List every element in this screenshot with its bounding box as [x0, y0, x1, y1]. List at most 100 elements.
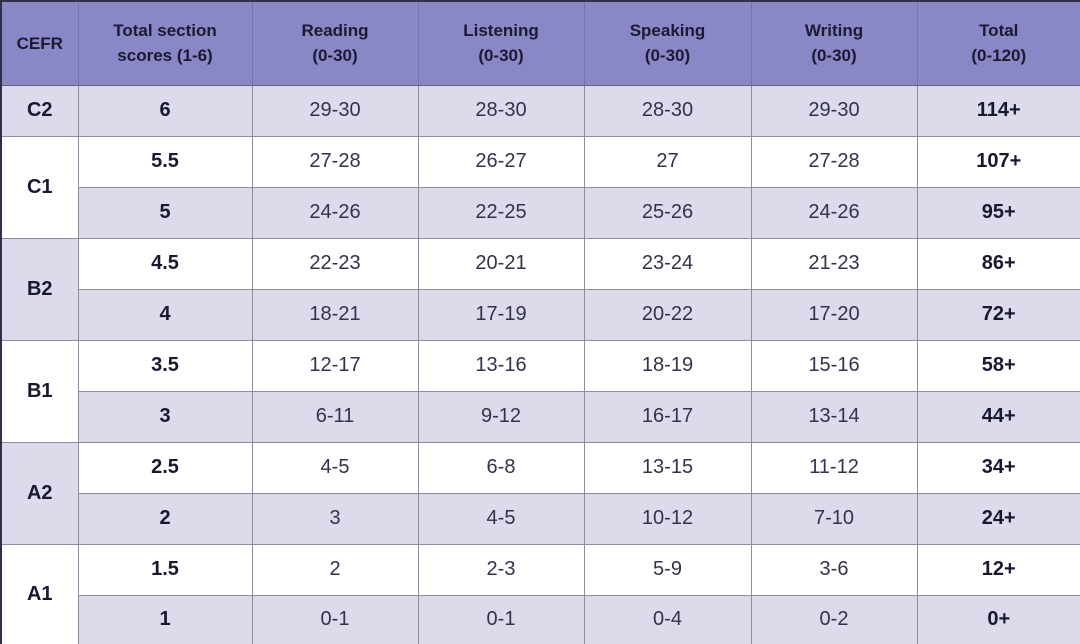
- listening-cell: 26-27: [417, 135, 585, 188]
- listening-cell: 4-5: [417, 492, 585, 545]
- table-row-a2-2_5: A2 2.5 4-5 6-8 13-15 11-12 34+: [0, 441, 1080, 545]
- reading-cell: 12-17: [251, 339, 419, 392]
- listening-cell: 2-3: [417, 543, 585, 596]
- reading-cell: 4-5: [251, 441, 419, 494]
- col-title-speaking: Speaking: [629, 20, 706, 40]
- total-cell: 72+: [916, 288, 1080, 341]
- col-header-reading: Reading (0-30): [251, 0, 419, 86]
- score-cell: 4.5: [77, 237, 253, 290]
- total-cell: 12+: [916, 543, 1080, 596]
- score-cell: 5: [77, 186, 253, 239]
- col-header-listening: Listening (0-30): [417, 0, 585, 86]
- listening-cell: 22-25: [417, 186, 585, 239]
- table-row-a2-2: 2 3 4-5 10-12 7-10 24+: [1, 492, 1080, 545]
- cefr-cell-a2: A2: [0, 441, 79, 545]
- cefr-cell-c2: C2: [0, 84, 79, 137]
- speaking-cell: 0-4: [583, 594, 752, 644]
- reading-cell: 6-11: [251, 390, 419, 443]
- total-cell: 86+: [916, 237, 1080, 290]
- col-title-cefr: CEFR: [16, 33, 63, 53]
- writing-cell: 13-14: [750, 390, 918, 443]
- score-cell: 3.5: [77, 339, 253, 392]
- total-cell: 95+: [916, 186, 1080, 239]
- total-cell: 58+: [916, 339, 1080, 392]
- col-range-reading: (0-30): [312, 46, 358, 66]
- listening-cell: 0-1: [417, 594, 585, 644]
- reading-cell: 3: [251, 492, 419, 545]
- col-title-section-scores: Total section: [113, 20, 217, 40]
- speaking-cell: 28-30: [583, 84, 752, 137]
- score-cell: 2: [77, 492, 253, 545]
- table-row-c1-5_5: C1 5.5 27-28 26-27 27 27-28 107+: [0, 135, 1080, 239]
- listening-cell: 9-12: [417, 390, 585, 443]
- table-row-c2-6: C2 6 29-30 28-30 28-30 29-30 114+: [0, 84, 1080, 137]
- cefr-cell-b2: B2: [0, 237, 79, 341]
- speaking-cell: 27: [583, 135, 752, 188]
- reading-cell: 24-26: [251, 186, 419, 239]
- writing-cell: 3-6: [750, 543, 918, 596]
- listening-cell: 6-8: [417, 441, 585, 494]
- col-header-total: Total (0-120): [916, 0, 1080, 86]
- writing-cell: 21-23: [750, 237, 918, 290]
- col-range-speaking: (0-30): [644, 46, 691, 66]
- score-cell: 1.5: [77, 543, 253, 596]
- reading-cell: 29-30: [251, 84, 419, 137]
- speaking-cell: 13-15: [583, 441, 752, 494]
- col-header-speaking: Speaking (0-30): [583, 0, 752, 86]
- table-row-a1-1: 1 0-1 0-1 0-4 0-2 0+: [1, 594, 1080, 644]
- total-cell: 24+: [916, 492, 1080, 545]
- score-cell: 3: [77, 390, 253, 443]
- score-cell: 1: [77, 594, 253, 644]
- speaking-cell: 5-9: [583, 543, 752, 596]
- writing-cell: 0-2: [750, 594, 918, 644]
- total-cell: 44+: [916, 390, 1080, 443]
- table-row-b1-3: 3 6-11 9-12 16-17 13-14 44+: [1, 390, 1080, 443]
- col-header-section-scores: Total section scores (1-6): [77, 0, 253, 86]
- writing-cell: 29-30: [750, 84, 918, 137]
- listening-cell: 13-16: [417, 339, 585, 392]
- col-title-writing: Writing: [804, 20, 864, 40]
- score-cell: 5.5: [77, 135, 253, 188]
- col-range-listening: (0-30): [478, 46, 524, 66]
- listening-cell: 20-21: [417, 237, 585, 290]
- col-title-total: Total: [979, 20, 1019, 40]
- table-row-b1-3_5: B1 3.5 12-17 13-16 18-19 15-16 58+: [0, 339, 1080, 443]
- cefr-cell-c1: C1: [0, 135, 79, 239]
- speaking-cell: 23-24: [583, 237, 752, 290]
- reading-cell: 27-28: [251, 135, 419, 188]
- speaking-cell: 10-12: [583, 492, 752, 545]
- reading-cell: 2: [251, 543, 419, 596]
- writing-cell: 27-28: [750, 135, 918, 188]
- total-cell: 34+: [916, 441, 1080, 494]
- total-cell: 114+: [916, 84, 1080, 137]
- writing-cell: 17-20: [750, 288, 918, 341]
- listening-cell: 17-19: [417, 288, 585, 341]
- writing-cell: 11-12: [750, 441, 918, 494]
- total-cell: 0+: [916, 594, 1080, 644]
- writing-cell: 24-26: [750, 186, 918, 239]
- table-row-c1-5: 5 24-26 22-25 25-26 24-26 95+: [1, 186, 1080, 239]
- total-cell: 107+: [916, 135, 1080, 188]
- reading-cell: 0-1: [251, 594, 419, 644]
- score-cell: 2.5: [77, 441, 253, 494]
- table-row-b2-4_5: B2 4.5 22-23 20-21 23-24 21-23 86+: [0, 237, 1080, 341]
- score-cell: 6: [77, 84, 253, 137]
- score-cell: 4: [77, 288, 253, 341]
- table-row-a1-1_5: A1 1.5 2 2-3 5-9 3-6 12+: [0, 543, 1080, 644]
- col-header-writing: Writing (0-30): [750, 0, 918, 86]
- writing-cell: 7-10: [750, 492, 918, 545]
- writing-cell: 15-16: [750, 339, 918, 392]
- col-range-section-scores: scores (1-6): [117, 46, 213, 66]
- col-title-reading: Reading: [301, 20, 369, 40]
- cefr-cell-b1: B1: [0, 339, 79, 443]
- col-range-writing: (0-30): [811, 46, 857, 66]
- header-row: CEFR Total section scores (1-6) Reading …: [0, 0, 1080, 86]
- speaking-cell: 18-19: [583, 339, 752, 392]
- listening-cell: 28-30: [417, 84, 585, 137]
- table-row-b2-4: 4 18-21 17-19 20-22 17-20 72+: [1, 288, 1080, 341]
- speaking-cell: 20-22: [583, 288, 752, 341]
- speaking-cell: 16-17: [583, 390, 752, 443]
- cefr-cell-a1: A1: [0, 543, 79, 644]
- col-title-listening: Listening: [463, 20, 539, 40]
